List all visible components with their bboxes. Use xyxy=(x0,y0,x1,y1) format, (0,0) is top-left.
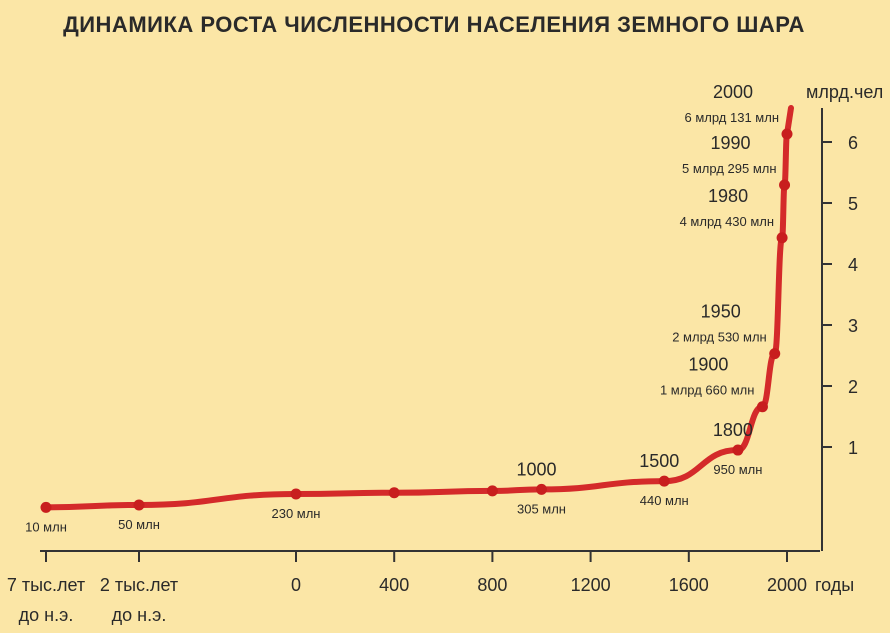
data-point xyxy=(732,444,744,456)
x-tick-label: 7 тыс.лет xyxy=(7,575,85,595)
x-tick-label: 1600 xyxy=(669,575,709,595)
point-year-label: 1500 xyxy=(639,451,679,471)
data-point xyxy=(536,483,547,495)
point-pop-label: 10 млн xyxy=(25,519,67,534)
x-ticks: 7 тыс.лет до н.э. 2 тыс.лет до н.э. 0 400 800 1… xyxy=(7,551,807,625)
point-pop-label: 6 млрд 131 млн xyxy=(685,110,780,125)
data-point xyxy=(133,499,145,511)
point-pop-label: 2 млрд 530 млн xyxy=(672,330,767,345)
y-tick-label: 4 xyxy=(848,255,858,275)
data-point xyxy=(781,128,793,140)
y-axis-title: млрд.чел xyxy=(806,82,883,102)
data-point xyxy=(776,232,788,244)
population-line xyxy=(43,105,794,511)
point-pop-label: 1 млрд 660 млн xyxy=(660,383,755,398)
point-year-label: 1980 xyxy=(708,186,748,206)
point-labels: 10 млн 50 млн 230 млн 1000 305 млн 1500 440 мл… xyxy=(25,82,779,534)
x-tick-label: 800 xyxy=(477,575,507,595)
x-tick-label: до н.э. xyxy=(19,605,74,625)
data-point xyxy=(486,485,498,497)
point-year-label: 2000 xyxy=(713,82,753,102)
y-tick-label: 5 xyxy=(848,194,858,214)
chart-title: ДИНАМИКА РОСТА ЧИСЛЕННОСТИ НАСЕЛЕНИЯ ЗЕМ… xyxy=(63,12,805,37)
series xyxy=(43,105,794,511)
data-point xyxy=(40,501,52,513)
point-year-label: 1800 xyxy=(713,420,753,440)
y-tick-label: 6 xyxy=(848,133,858,153)
data-point xyxy=(388,487,400,499)
point-pop-label: 950 млн xyxy=(713,462,762,477)
x-axis-title: годы xyxy=(815,575,854,595)
x-tick-label: до н.э. xyxy=(112,605,167,625)
axes: годы млрд.чел xyxy=(40,82,883,595)
point-year-label: 1950 xyxy=(701,302,741,322)
point-year-label: 1990 xyxy=(710,133,750,153)
point-pop-label: 50 млн xyxy=(118,517,160,532)
y-tick-label: 2 xyxy=(848,377,858,397)
point-pop-label: 4 млрд 430 млн xyxy=(680,214,775,229)
x-tick-label: 0 xyxy=(291,575,301,595)
point-pop-label: 5 млрд 295 млн xyxy=(682,161,777,176)
point-year-label: 1900 xyxy=(688,355,728,375)
markers xyxy=(40,128,793,513)
point-pop-label: 440 млн xyxy=(640,493,689,508)
x-tick-label: 2000 xyxy=(767,575,807,595)
y-ticks: 1 2 3 4 5 6 xyxy=(822,133,858,458)
y-tick-label: 3 xyxy=(848,316,858,336)
x-tick-label: 2 тыс.лет xyxy=(100,575,178,595)
x-tick-label: 400 xyxy=(379,575,409,595)
data-point xyxy=(756,401,768,413)
y-tick-label: 1 xyxy=(848,438,858,458)
point-year-label: 1000 xyxy=(516,459,556,479)
data-point xyxy=(290,488,302,500)
point-pop-label: 230 млн xyxy=(271,506,320,521)
data-point xyxy=(769,348,781,360)
data-point xyxy=(779,179,791,191)
point-pop-label: 305 млн xyxy=(517,501,566,516)
data-point xyxy=(658,475,670,487)
x-tick-label: 1200 xyxy=(571,575,611,595)
